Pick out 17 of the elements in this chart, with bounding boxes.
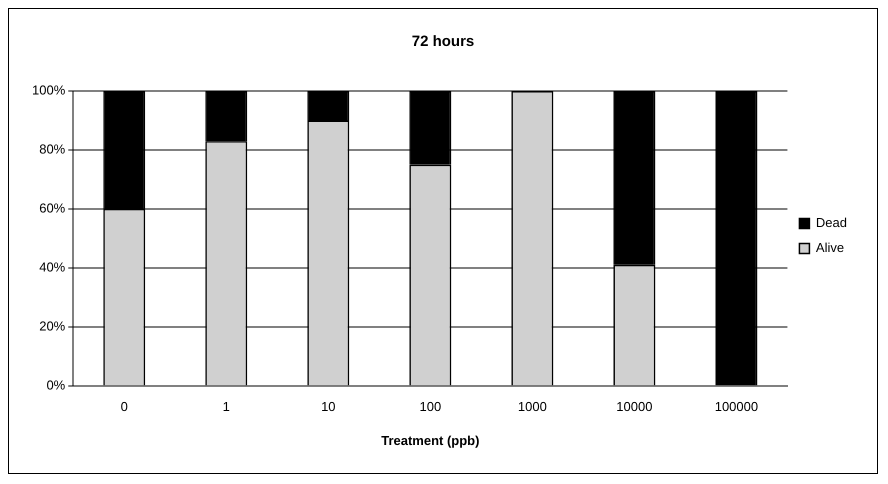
- x-tick-label: 1: [222, 399, 230, 414]
- x-tick-label: 10: [321, 399, 336, 414]
- y-tick-label: 100%: [32, 82, 66, 98]
- x-tick-label: 100: [419, 399, 442, 414]
- x-tick-label: 100000: [714, 399, 758, 414]
- legend-label: Dead: [816, 215, 847, 230]
- x-tick-label: 10000: [616, 399, 652, 414]
- x-axis-title: Treatment (ppb): [381, 432, 480, 448]
- y-tick-label: 20%: [39, 318, 66, 334]
- legend-label: Alive: [816, 240, 844, 256]
- y-tick-label: 40%: [39, 259, 66, 274]
- x-tick-label: 1000: [518, 399, 547, 414]
- x-tick-label: 0: [120, 399, 128, 414]
- y-tick-label: 80%: [39, 142, 66, 157]
- y-tick-label: 60%: [39, 200, 66, 216]
- y-tick-label: 0%: [46, 377, 66, 392]
- chart-title: 72 hours: [412, 33, 474, 50]
